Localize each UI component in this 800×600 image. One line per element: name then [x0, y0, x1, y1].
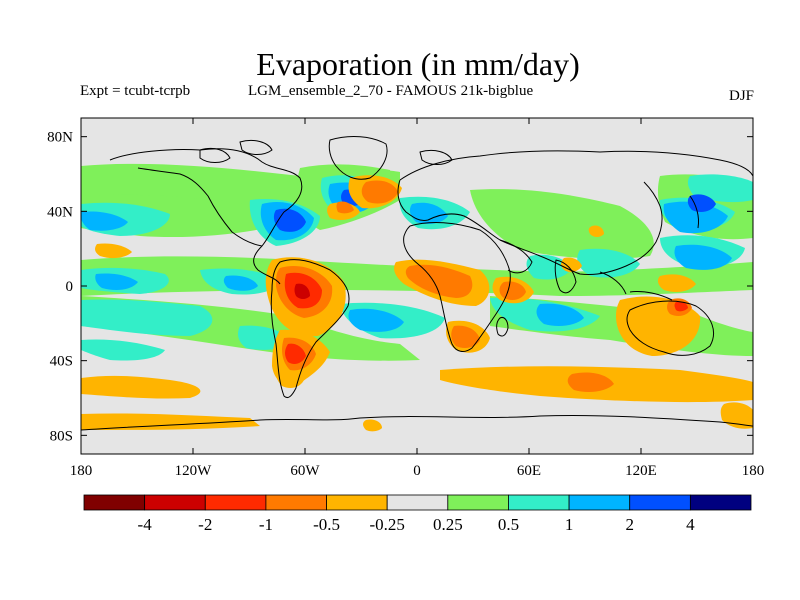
y-tick-label: 80S: [50, 428, 73, 444]
colorbar-swatch: [568, 494, 631, 511]
season-label: DJF: [728, 88, 754, 104]
colorbar-label: -0.25: [369, 515, 404, 534]
x-axis: 180 120W 60W 0 60E 120E 180: [70, 118, 765, 479]
colorbar-swatch: [447, 494, 509, 511]
colorbar-swatch: [83, 494, 146, 511]
x-tick-label: 120E: [625, 463, 657, 479]
y-axis: 80N 40N 0 40S 80S: [47, 130, 753, 444]
x-tick-label: 120W: [175, 463, 213, 479]
x-tick-label: 0: [413, 463, 421, 479]
colorbar-label: -2: [198, 515, 212, 534]
evaporation-field: [81, 136, 753, 432]
y-tick-label: 80N: [47, 130, 73, 146]
colorbar-label: 0.5: [498, 515, 519, 534]
map-title: Evaporation (in mm/day): [256, 46, 580, 82]
x-tick-label: 180: [70, 463, 93, 479]
y-tick-label: 0: [66, 279, 74, 295]
colorbar-swatch: [144, 494, 206, 511]
dataset-label: LGM_ensemble_2_70 - FAMOUS 21k-bigblue: [248, 83, 534, 99]
y-tick-label: 40S: [50, 354, 73, 370]
colorbar-label: -4: [138, 515, 153, 534]
x-tick-label: 180: [742, 463, 765, 479]
colorbar-swatch: [629, 494, 691, 511]
colorbar-swatch: [386, 494, 449, 511]
x-tick-label: 60W: [290, 463, 320, 479]
colorbar-swatch: [508, 494, 570, 511]
colorbar: -4 -2 -1 -0.5 -0.25 0.25 0.5 1 2 4: [83, 494, 752, 534]
experiment-label: Expt = tcubt-tcrpb: [80, 83, 191, 99]
colorbar-swatch: [204, 494, 267, 511]
colorbar-swatch: [326, 494, 388, 511]
colorbar-label: 4: [686, 515, 695, 534]
colorbar-swatch: [265, 494, 327, 511]
colorbar-label: -0.5: [313, 515, 340, 534]
colorbar-label: 2: [625, 515, 634, 534]
coastlines: [81, 136, 753, 431]
x-tick-label: 60E: [517, 463, 541, 479]
colorbar-label: 1: [565, 515, 574, 534]
colorbar-label: -1: [259, 515, 273, 534]
y-tick-label: 40N: [47, 204, 73, 220]
band-minus-2-to-minus-4: [294, 283, 310, 299]
colorbar-label: 0.25: [433, 515, 463, 534]
colorbar-swatch: [689, 494, 752, 511]
